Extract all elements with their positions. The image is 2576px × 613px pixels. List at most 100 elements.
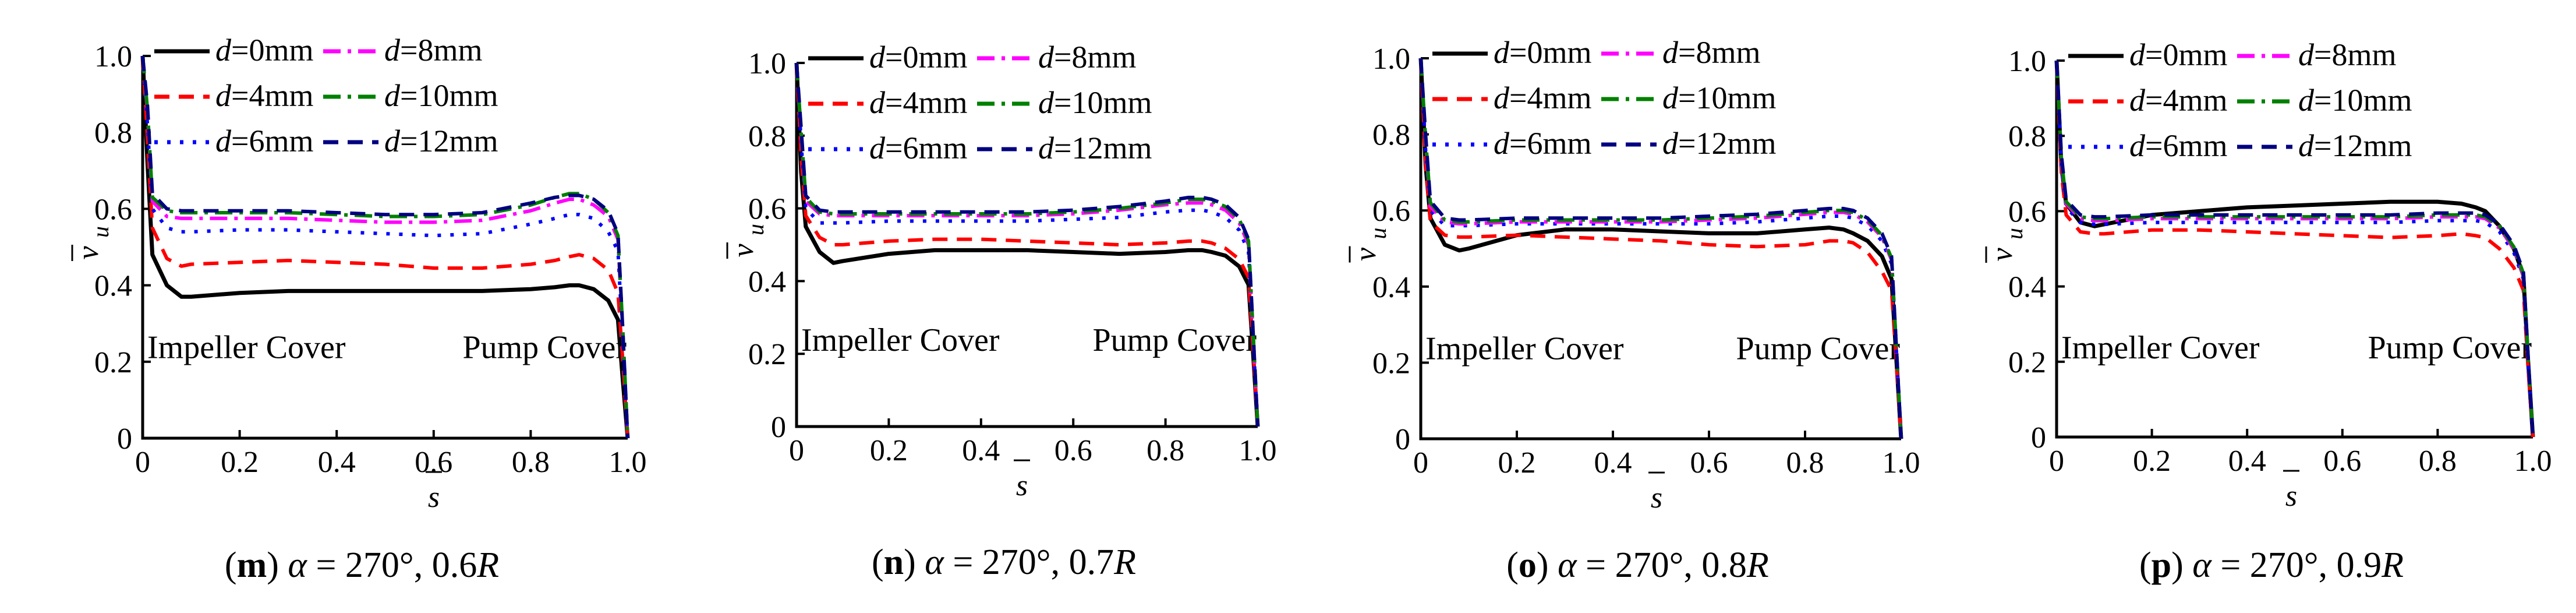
legend-value: =10mm <box>1054 85 1152 120</box>
x-axis-label: s <box>2285 480 2297 513</box>
region-label-impeller: Impeller Cover <box>1425 330 1624 367</box>
y-axis-label: vu <box>1985 228 2027 263</box>
legend-label-6mm: d=6mm <box>2129 128 2227 163</box>
y-tick-label: 0.8 <box>94 117 132 150</box>
series-line-10mm <box>795 62 1259 427</box>
legend-value: =0mm <box>231 33 313 68</box>
y-axis-label: vu <box>71 226 114 261</box>
legend-var: d <box>2129 83 2146 118</box>
chart-panel: 0 0.2 0.4 0.6 0.8 1.0 0 0.2 0.4 0.6 0.8 1.0 s vu Impel… <box>1985 37 2552 585</box>
legend-value: =12mm <box>400 124 498 158</box>
caption-text: = 270°, 0.6 <box>307 545 477 585</box>
legend-value: =0mm <box>1509 35 1591 70</box>
legend-label-8mm: d=8mm <box>1662 35 1760 70</box>
y-tick-label: 0.8 <box>2008 120 2046 153</box>
y-tick-label: 0.4 <box>2008 271 2046 304</box>
series-line-4mm <box>1419 58 1903 439</box>
legend-label-12mm: d=12mm <box>2298 128 2412 163</box>
legend-var: d <box>215 124 232 158</box>
x-axis-label: s <box>1651 481 1662 515</box>
y-tick-label: 0.4 <box>1372 271 1410 304</box>
caption-punct: ) <box>2171 545 2192 585</box>
y-tick-label: 0.2 <box>94 346 132 379</box>
legend-value: =10mm <box>400 78 498 113</box>
legend-label-6mm: d=6mm <box>1494 126 1591 161</box>
caption-punct: ) <box>904 542 925 582</box>
y-tick-label: 0 <box>771 411 786 444</box>
legend-var: d <box>1038 40 1055 75</box>
region-label-impeller: Impeller Cover <box>801 322 1000 358</box>
y-tick-label: 0.4 <box>748 265 786 298</box>
series-line-6mm <box>2055 60 2535 438</box>
x-tick-label: 0.2 <box>1498 446 1536 480</box>
y-tick-label: 0 <box>1395 423 1410 456</box>
legend-value: =4mm <box>885 85 967 120</box>
series-line-0mm <box>2054 60 2535 438</box>
panel-caption: (m) α = 270°, 0.6R <box>225 545 499 585</box>
legend-label-4mm: d=4mm <box>215 78 313 113</box>
caption-text: = 270°, 0.7 <box>944 542 1114 582</box>
caption-punct: ) <box>1537 545 1558 585</box>
y-tick-label: 1.0 <box>2008 45 2046 78</box>
legend-label-6mm: d=6mm <box>869 131 967 165</box>
chart-panel: 0 0.2 0.4 0.6 0.8 1.0 0 0.2 0.4 0.6 0.8 1.0 s vu Impel… <box>726 40 1277 582</box>
x-tick-label: 0.6 <box>1690 446 1728 480</box>
y-tick-label: 0 <box>117 422 132 456</box>
y-axis-label-main: v <box>1349 247 1382 261</box>
legend-var: d <box>1494 35 1510 70</box>
caption-punct: ( <box>225 545 237 585</box>
legend-label-4mm: d=4mm <box>1494 80 1591 115</box>
x-tick-label: 1.0 <box>1239 434 1277 467</box>
x-tick-label: 0.2 <box>2133 445 2171 478</box>
chart-panel: 0 0.2 0.4 0.6 0.8 1.0 0 0.2 0.4 0.6 0.8 1.0 s vu Impel… <box>71 33 647 585</box>
series-line-12mm <box>141 55 629 439</box>
legend-label-4mm: d=4mm <box>869 85 967 120</box>
y-tick-label: 0.2 <box>748 338 786 371</box>
legend-value: =12mm <box>2314 128 2412 163</box>
legend-var: d <box>215 78 232 113</box>
x-tick-label: 0.8 <box>512 446 550 479</box>
y-tick-label: 1.0 <box>748 47 786 80</box>
caption-radius: R <box>1746 545 1769 585</box>
y-axis-label: vu <box>1349 228 1391 263</box>
y-axis-label-sub: u <box>1365 228 1391 239</box>
legend-value: =4mm <box>2145 83 2227 118</box>
caption-punct: ( <box>1506 545 1519 585</box>
legend-label-10mm: d=10mm <box>1662 80 1776 115</box>
caption-punct: ) <box>267 545 288 585</box>
legend-var: d <box>2129 37 2146 72</box>
series-line-6mm <box>795 62 1259 427</box>
chart-panel: 0 0.2 0.4 0.6 0.8 1.0 0 0.2 0.4 0.6 0.8 1.0 s vu Impel… <box>1349 35 1920 585</box>
legend-value: =4mm <box>1509 80 1591 115</box>
region-label-pump: Pump Cover <box>462 330 627 366</box>
caption-letter: n <box>884 542 904 582</box>
y-tick-label: 0.6 <box>2008 195 2046 228</box>
x-tick-label: 0 <box>789 434 804 467</box>
caption-letter: p <box>2152 545 2171 585</box>
x-tick-label: 0.6 <box>415 446 452 479</box>
x-tick-label: 0.6 <box>1055 434 1092 467</box>
legend-label-12mm: d=12mm <box>1662 126 1776 161</box>
series-line-10mm <box>1419 58 1903 439</box>
axis-frame <box>795 63 1258 428</box>
legend-label-0mm: d=0mm <box>2129 37 2227 72</box>
legend-value: =12mm <box>1678 126 1776 161</box>
axis-frame <box>2055 61 2533 439</box>
y-tick-label: 1.0 <box>1372 43 1410 76</box>
series-line-6mm <box>141 55 629 439</box>
panel-caption: (o) α = 270°, 0.8R <box>1506 545 1769 585</box>
x-tick-label: 0.6 <box>2323 445 2361 478</box>
region-label-pump: Pump Cover <box>1736 330 1900 367</box>
legend-label-8mm: d=8mm <box>2298 37 2396 72</box>
y-tick-label: 0.8 <box>1372 119 1410 152</box>
legend-value: =6mm <box>1509 126 1591 161</box>
series-line-4mm <box>141 55 629 439</box>
legend-var: d <box>1494 126 1510 161</box>
y-tick-label: 0.8 <box>748 120 786 153</box>
caption-letter: m <box>237 545 267 585</box>
series-line-0mm <box>140 55 630 439</box>
legend-label-4mm: d=4mm <box>2129 83 2227 118</box>
legend-var: d <box>2298 37 2315 72</box>
legend-value: =10mm <box>2314 83 2412 118</box>
x-tick-label: 0.4 <box>318 446 356 479</box>
